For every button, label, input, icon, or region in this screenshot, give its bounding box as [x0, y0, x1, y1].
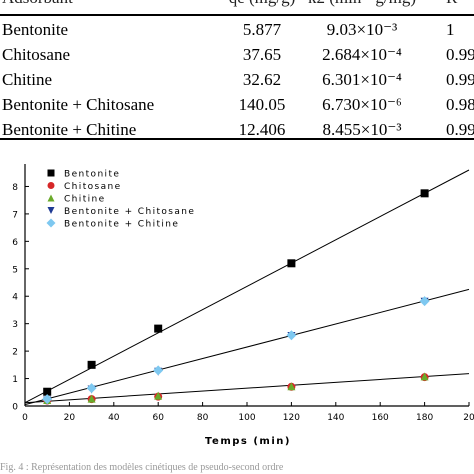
row-k: 8.455×10⁻³	[322, 120, 402, 139]
x-tick-label: 160	[372, 413, 389, 423]
header-adsorbent: Adsorbant	[2, 0, 73, 8]
row-k: 9.03×10⁻³	[326, 20, 398, 39]
y-tick-label: 0	[12, 403, 18, 413]
data-point	[420, 372, 429, 381]
row-name: Chitosane	[2, 45, 70, 64]
y-tick-label: 1	[12, 375, 18, 385]
row-name: Bentonite + Chitine	[2, 120, 137, 139]
row-qe: 140.05	[238, 95, 286, 114]
x-tick-label: 120	[283, 413, 300, 423]
table-row: Bentonite + Chitine 12.406 8.455×10⁻³ 0.…	[0, 120, 474, 140]
data-point	[87, 360, 96, 369]
row-qe: 12.406	[238, 120, 286, 139]
row-r2: 0.99	[446, 70, 474, 89]
data-point	[419, 296, 430, 307]
figure-caption: Fig. 4 : Représentation des modèles ciné…	[0, 462, 284, 473]
table-row: Chitosane 37.65 2.684×10⁻⁴ 0.99	[0, 45, 474, 71]
data-points	[42, 189, 430, 405]
x-tick-label: 80	[197, 413, 209, 423]
table-bottom-rule	[0, 138, 474, 140]
y-tick-label: 3	[12, 320, 18, 330]
data-point	[87, 394, 96, 403]
header-qe: qe (mg/g)	[229, 0, 296, 8]
x-tick-label: 0	[22, 413, 28, 423]
data-point	[43, 387, 52, 396]
header-k: k2 (min⁻¹g/mg)	[308, 0, 416, 8]
x-tick-label: 100	[238, 413, 255, 423]
table-row: Bentonite 5.877 9.03×10⁻³ 1	[0, 20, 474, 46]
row-r2: 1	[446, 20, 455, 39]
row-qe: 32.62	[242, 70, 282, 89]
header-r2: R²	[446, 0, 462, 8]
row-k: 6.301×10⁻⁴	[322, 70, 402, 89]
fit-lines	[24, 169, 470, 406]
row-k: 6.730×10⁻⁶	[322, 95, 402, 114]
chart-legend: Bentonite Chitosane Chitine Bentonite + Chi…	[46, 169, 195, 230]
y-tick-label: 6	[12, 238, 18, 248]
data-point	[287, 382, 296, 391]
data-point	[153, 365, 164, 376]
table-row: Chitine 32.62 6.301×10⁻⁴ 0.99	[0, 70, 474, 96]
x-tick-label: 180	[416, 413, 433, 423]
x-tick-label: 40	[108, 413, 120, 423]
x-tick-label: 60	[152, 413, 164, 423]
legend-entry: Chitosane	[64, 182, 122, 192]
legend-entry: Bentonite + Chitine	[64, 220, 179, 230]
row-name: Chitine	[2, 70, 53, 89]
y-tick-label: 2	[12, 348, 18, 358]
data-point	[47, 194, 55, 202]
data-point	[47, 182, 55, 189]
row-name: Bentonite + Chitosane	[2, 95, 155, 114]
data-point	[420, 189, 429, 198]
x-tick-label: 20	[64, 413, 76, 423]
data-point	[287, 259, 296, 268]
row-r2: 0.98	[446, 95, 474, 114]
data-point	[47, 169, 55, 177]
table-header-rule	[0, 14, 474, 16]
legend-entry: Bentonite	[64, 170, 120, 180]
data-point	[286, 330, 297, 341]
y-tick-label: 4	[12, 293, 18, 303]
kinetics-table: Adsorbant qe (mg/g) k2 (min⁻¹g/mg) R² Be…	[0, 0, 474, 140]
data-point	[47, 207, 55, 214]
row-qe: 37.65	[242, 45, 282, 64]
row-r2: 0.99	[446, 45, 474, 64]
data-point	[154, 324, 163, 333]
data-point	[154, 391, 163, 400]
row-name: Bentonite	[2, 20, 69, 39]
row-k: 2.684×10⁻⁴	[322, 45, 402, 64]
x-axis-label: Temps (min)	[205, 436, 291, 447]
data-point	[46, 218, 56, 228]
data-point	[86, 383, 97, 394]
legend-entry: Chitine	[64, 195, 106, 205]
y-tick-label: 8	[12, 183, 18, 193]
row-qe: 5.877	[242, 20, 282, 39]
x-tick-label: 140	[327, 413, 344, 423]
fit-line	[24, 288, 470, 406]
fit-line	[24, 169, 470, 404]
table-header-row: Adsorbant qe (mg/g) k2 (min⁻¹g/mg) R²	[0, 0, 474, 14]
table-row: Bentonite + Chitosane 140.05 6.730×10⁻⁶ …	[0, 95, 474, 121]
x-tick-label: 20	[463, 413, 474, 423]
data-point	[42, 394, 53, 405]
row-r2: 0.99	[446, 120, 474, 139]
legend-entry: Bentonite + Chitosane	[64, 207, 195, 217]
y-tick-label: 5	[12, 265, 18, 275]
y-tick-label: 7	[12, 210, 18, 220]
fit-line	[24, 373, 470, 404]
